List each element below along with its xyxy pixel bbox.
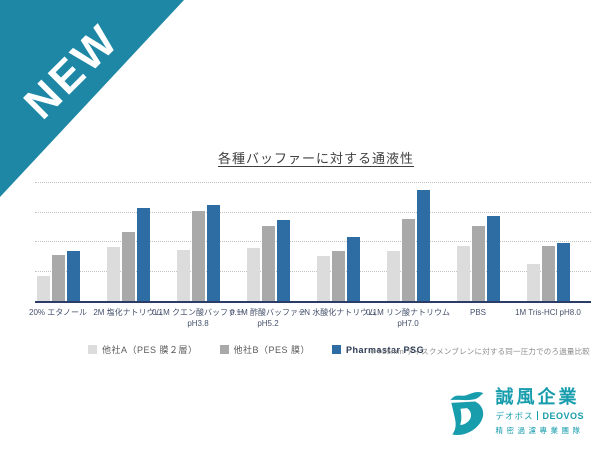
legend-label: 他社A（PES 膜２層） bbox=[102, 345, 198, 355]
legend-item: 他社A（PES 膜２層） bbox=[88, 343, 198, 356]
bar bbox=[316, 255, 330, 301]
bar bbox=[51, 254, 65, 301]
logo-brand-line: デオボス DEOVOS bbox=[495, 410, 584, 422]
bar bbox=[346, 237, 360, 301]
bar bbox=[556, 243, 570, 301]
bar bbox=[136, 208, 150, 301]
bar bbox=[401, 219, 415, 301]
logo-brand-english: DEOVOS bbox=[542, 410, 584, 421]
bar-group bbox=[456, 175, 500, 301]
bar bbox=[526, 264, 540, 301]
x-axis-labels: 20% エタノール 2M 塩化ナトリウム 0.1M クエン酸バッファー pH3.8 0… bbox=[29, 307, 591, 337]
bar-group bbox=[36, 175, 80, 301]
x-axis-label: PBS bbox=[469, 308, 486, 317]
x-axis-label: 1M Tris-HCl pH8.0 bbox=[515, 308, 581, 317]
logo-mark-icon bbox=[450, 392, 484, 436]
gridline bbox=[35, 241, 591, 243]
bar bbox=[246, 248, 260, 301]
x-axis-label: 0.1M リン酸ナトリウム pH7.0 bbox=[365, 308, 450, 329]
company-logo: 誠風企業 デオボス DEOVOS 精密過濾專業團隊 bbox=[444, 387, 584, 436]
logo-brand-japanese: デオボス bbox=[495, 410, 534, 421]
bar-group bbox=[386, 175, 430, 301]
bar bbox=[191, 210, 205, 301]
x-axis-label: 20% エタノール bbox=[29, 308, 87, 317]
bar-group bbox=[176, 175, 220, 301]
new-ribbon: NEW bbox=[0, 0, 184, 197]
bar bbox=[106, 247, 120, 301]
legend-label: Pharmastar PSG bbox=[346, 344, 425, 355]
logo-tagline: 精密過濾專業團隊 bbox=[495, 425, 584, 435]
bar-chart-plot-area bbox=[35, 175, 591, 303]
gridline bbox=[35, 270, 591, 272]
bar-group bbox=[246, 175, 290, 301]
x-axis-label: 0.1M 酢酸バッファー pH5.2 bbox=[229, 308, 306, 329]
gridline bbox=[35, 211, 591, 213]
x-axis-label: 2M 塩化ナトリウム bbox=[93, 308, 163, 317]
bar bbox=[416, 190, 430, 301]
gridline bbox=[35, 182, 591, 184]
legend-item: Pharmastar PSG bbox=[332, 345, 424, 355]
bar bbox=[121, 231, 135, 301]
bar bbox=[36, 275, 50, 301]
bar bbox=[541, 246, 555, 301]
x-axis-label: 2N 水酸化ナトリウム bbox=[299, 308, 377, 317]
logo-divider bbox=[537, 411, 539, 421]
bar bbox=[276, 219, 290, 301]
bar bbox=[456, 246, 470, 301]
bar bbox=[261, 225, 275, 301]
chart-legend: 他社A（PES 膜２層） 他社B（PES 膜） Pharmastar PSG bbox=[88, 343, 424, 356]
new-ribbon-label: NEW bbox=[14, 14, 129, 129]
legend-swatch bbox=[332, 345, 342, 354]
bar bbox=[471, 225, 485, 301]
bar bbox=[331, 251, 345, 301]
bar-group bbox=[526, 175, 570, 301]
x-axis-label: 0.1M クエン酸バッファー pH3.8 bbox=[151, 308, 244, 329]
bar-group bbox=[106, 175, 150, 301]
legend-label: 他社B（PES 膜） bbox=[233, 345, 311, 355]
bar bbox=[206, 204, 220, 301]
legend-swatch bbox=[219, 345, 229, 354]
bar bbox=[176, 249, 190, 301]
bar-group bbox=[316, 175, 360, 301]
legend-item: 他社B（PES 膜） bbox=[219, 343, 311, 356]
legend-swatch bbox=[88, 345, 97, 354]
logo-company-name: 誠風企業 bbox=[495, 387, 580, 408]
chart-title: 各種バッファーに対する通液性 bbox=[218, 151, 415, 166]
bar bbox=[66, 250, 80, 301]
bar bbox=[386, 250, 400, 301]
logo-text: 誠風企業 デオボス DEOVOS 精密過濾專業團隊 bbox=[495, 387, 584, 436]
chart-footnote: ※Φ25mm ディスクメンブレンに対する同一圧力でのろ過量比較 bbox=[369, 347, 590, 356]
bar bbox=[486, 215, 500, 301]
